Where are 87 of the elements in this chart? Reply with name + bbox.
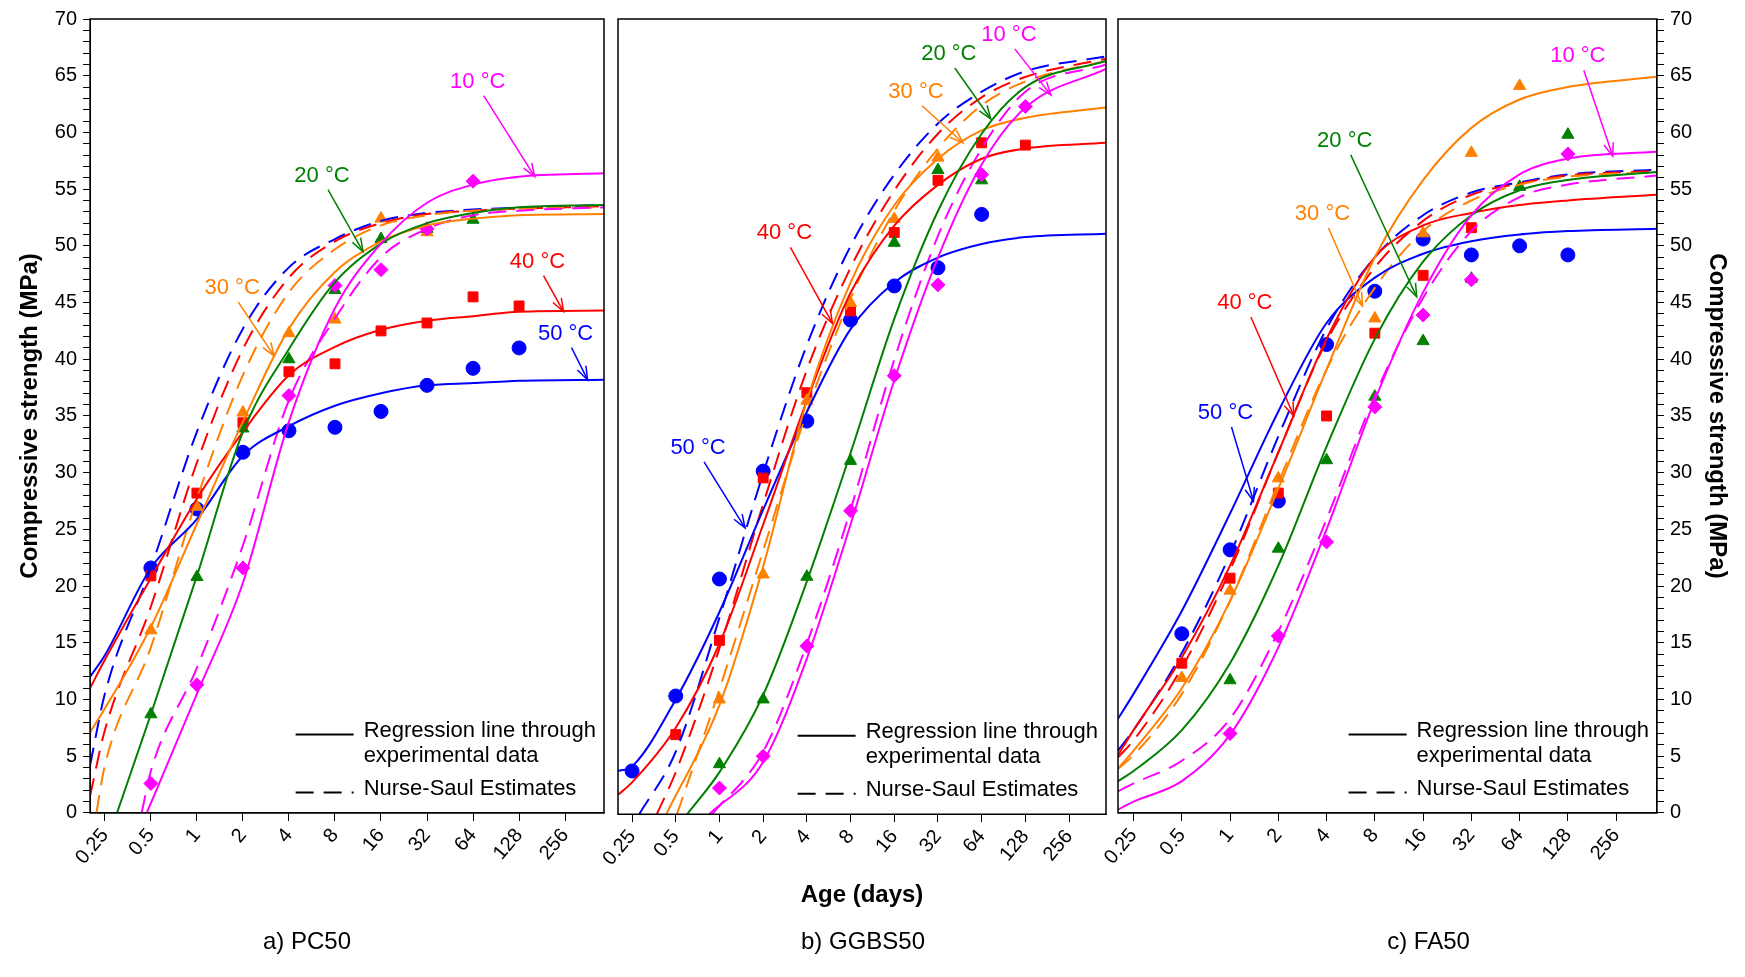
y-tick-label: 55 — [54, 176, 78, 199]
x-axis-title: Age (days) — [800, 880, 924, 908]
legend-label: Nurse-Saul Estimates — [865, 775, 1079, 801]
annotation: 10 °C — [981, 21, 1037, 47]
x-tick-label: 64 — [1495, 823, 1527, 855]
legend-label: Regression line through experimental data — [1416, 716, 1649, 767]
x-tick-label: 8 — [1358, 823, 1383, 847]
x-tick-label: 1 — [702, 824, 727, 848]
legend-label: Nurse-Saul Estimates — [1416, 774, 1630, 800]
y-tick-label: 10 — [54, 687, 78, 710]
x-tick-label: 2 — [1261, 823, 1286, 847]
y-tick-label: 0 — [65, 800, 78, 823]
x-tick-label: 2 — [746, 824, 771, 848]
x-tick-label: 256 — [1585, 823, 1624, 864]
y-tick-label: 70 — [54, 6, 78, 29]
x-tick-label: 256 — [534, 823, 573, 864]
y-tick-label: 30 — [54, 460, 78, 483]
y-tick-label: 45 — [54, 290, 78, 313]
x-tick-label: 0.5 — [1154, 823, 1190, 860]
x-tick-label: 8 — [318, 823, 343, 847]
x-tick-label: 1 — [1213, 823, 1238, 847]
y-tick-label: 50 — [1669, 233, 1693, 256]
annotation: 30 °C — [204, 273, 260, 299]
x-tick-label: 32 — [914, 824, 946, 857]
y-tick-label: 35 — [1669, 403, 1693, 426]
y-tick-label: 15 — [1669, 630, 1693, 653]
annotation: 50 °C — [537, 319, 594, 345]
y-tick-label: 25 — [54, 516, 78, 539]
y-tick-label: 60 — [1669, 119, 1693, 142]
annotation: 50 °C — [1197, 399, 1254, 425]
text: a) PC50 — [262, 927, 352, 955]
x-tick-label: 8 — [833, 824, 858, 848]
y-tick-label: 35 — [54, 403, 78, 426]
y-tick-label: 55 — [1669, 176, 1693, 199]
annotation: 10 °C — [450, 67, 506, 93]
legend-label: Regression line through experimental data — [363, 716, 597, 767]
x-tick-label: 32 — [1447, 823, 1479, 855]
y-tick-label: 5 — [1669, 743, 1682, 766]
x-tick-label: 16 — [357, 823, 389, 855]
x-tick-label: 16 — [1399, 823, 1431, 855]
y-tick-label: 50 — [54, 233, 78, 256]
y-tick-label: 45 — [1669, 290, 1693, 313]
y-tick-label: 10 — [1669, 687, 1693, 710]
annotation: 20 °C — [1317, 126, 1373, 152]
x-tick-label: 2 — [226, 823, 251, 847]
x-tick-label: 256 — [1038, 824, 1077, 865]
annotation: 30 °C — [1294, 200, 1351, 226]
y-tick-label: 65 — [1669, 63, 1693, 86]
text: b) GGBS50 — [800, 927, 926, 955]
annotation: 40 °C — [756, 219, 813, 245]
y-tick-label: 40 — [54, 346, 78, 369]
y-tick-label: 30 — [1669, 460, 1693, 483]
y-tick-label: 65 — [54, 63, 78, 86]
y-axis-title: Compressive strength (MPa) — [15, 253, 43, 579]
y-tick-label: 25 — [1669, 516, 1693, 539]
y-tick-label: 0 — [1669, 800, 1682, 823]
y-tick-label: 20 — [54, 573, 78, 596]
annotation: 20 °C — [294, 161, 350, 187]
annotation: 40 °C — [1217, 289, 1273, 315]
annotation: 10 °C — [1550, 42, 1606, 68]
x-tick-label: 0.5 — [648, 824, 684, 861]
annotation: 40 °C — [509, 247, 566, 273]
y-tick-label: 60 — [54, 119, 78, 142]
legend-label: Nurse-Saul Estimates — [363, 774, 577, 800]
y-tick-label: 20 — [1669, 573, 1693, 596]
x-tick-label: 16 — [870, 824, 902, 857]
x-tick-label: 4 — [1309, 823, 1334, 847]
x-tick-label: 0.5 — [123, 823, 159, 860]
y-tick-label: 40 — [1669, 346, 1693, 369]
y-tick-label: 15 — [54, 630, 78, 653]
x-tick-label: 4 — [272, 823, 297, 847]
y-tick-label: 70 — [1669, 6, 1693, 29]
x-tick-label: 4 — [790, 824, 815, 848]
x-tick-label: 128 — [994, 824, 1033, 865]
x-tick-label: 64 — [449, 823, 481, 855]
annotation: 50 °C — [670, 433, 726, 459]
annotation: 30 °C — [888, 77, 944, 103]
annotation: 20 °C — [921, 40, 977, 66]
x-tick-label: 1 — [180, 823, 205, 847]
legend-label: Regression line through experimental data — [865, 717, 1099, 768]
x-tick-label: 128 — [1536, 823, 1576, 864]
y-tick-label: 5 — [65, 743, 78, 766]
text: c) FA50 — [1387, 927, 1470, 955]
x-tick-label: 32 — [403, 823, 435, 855]
x-tick-label: 128 — [488, 823, 527, 864]
y-axis-title: Compressive strength (MPa) — [1704, 253, 1732, 579]
x-tick-label: 64 — [957, 824, 989, 857]
